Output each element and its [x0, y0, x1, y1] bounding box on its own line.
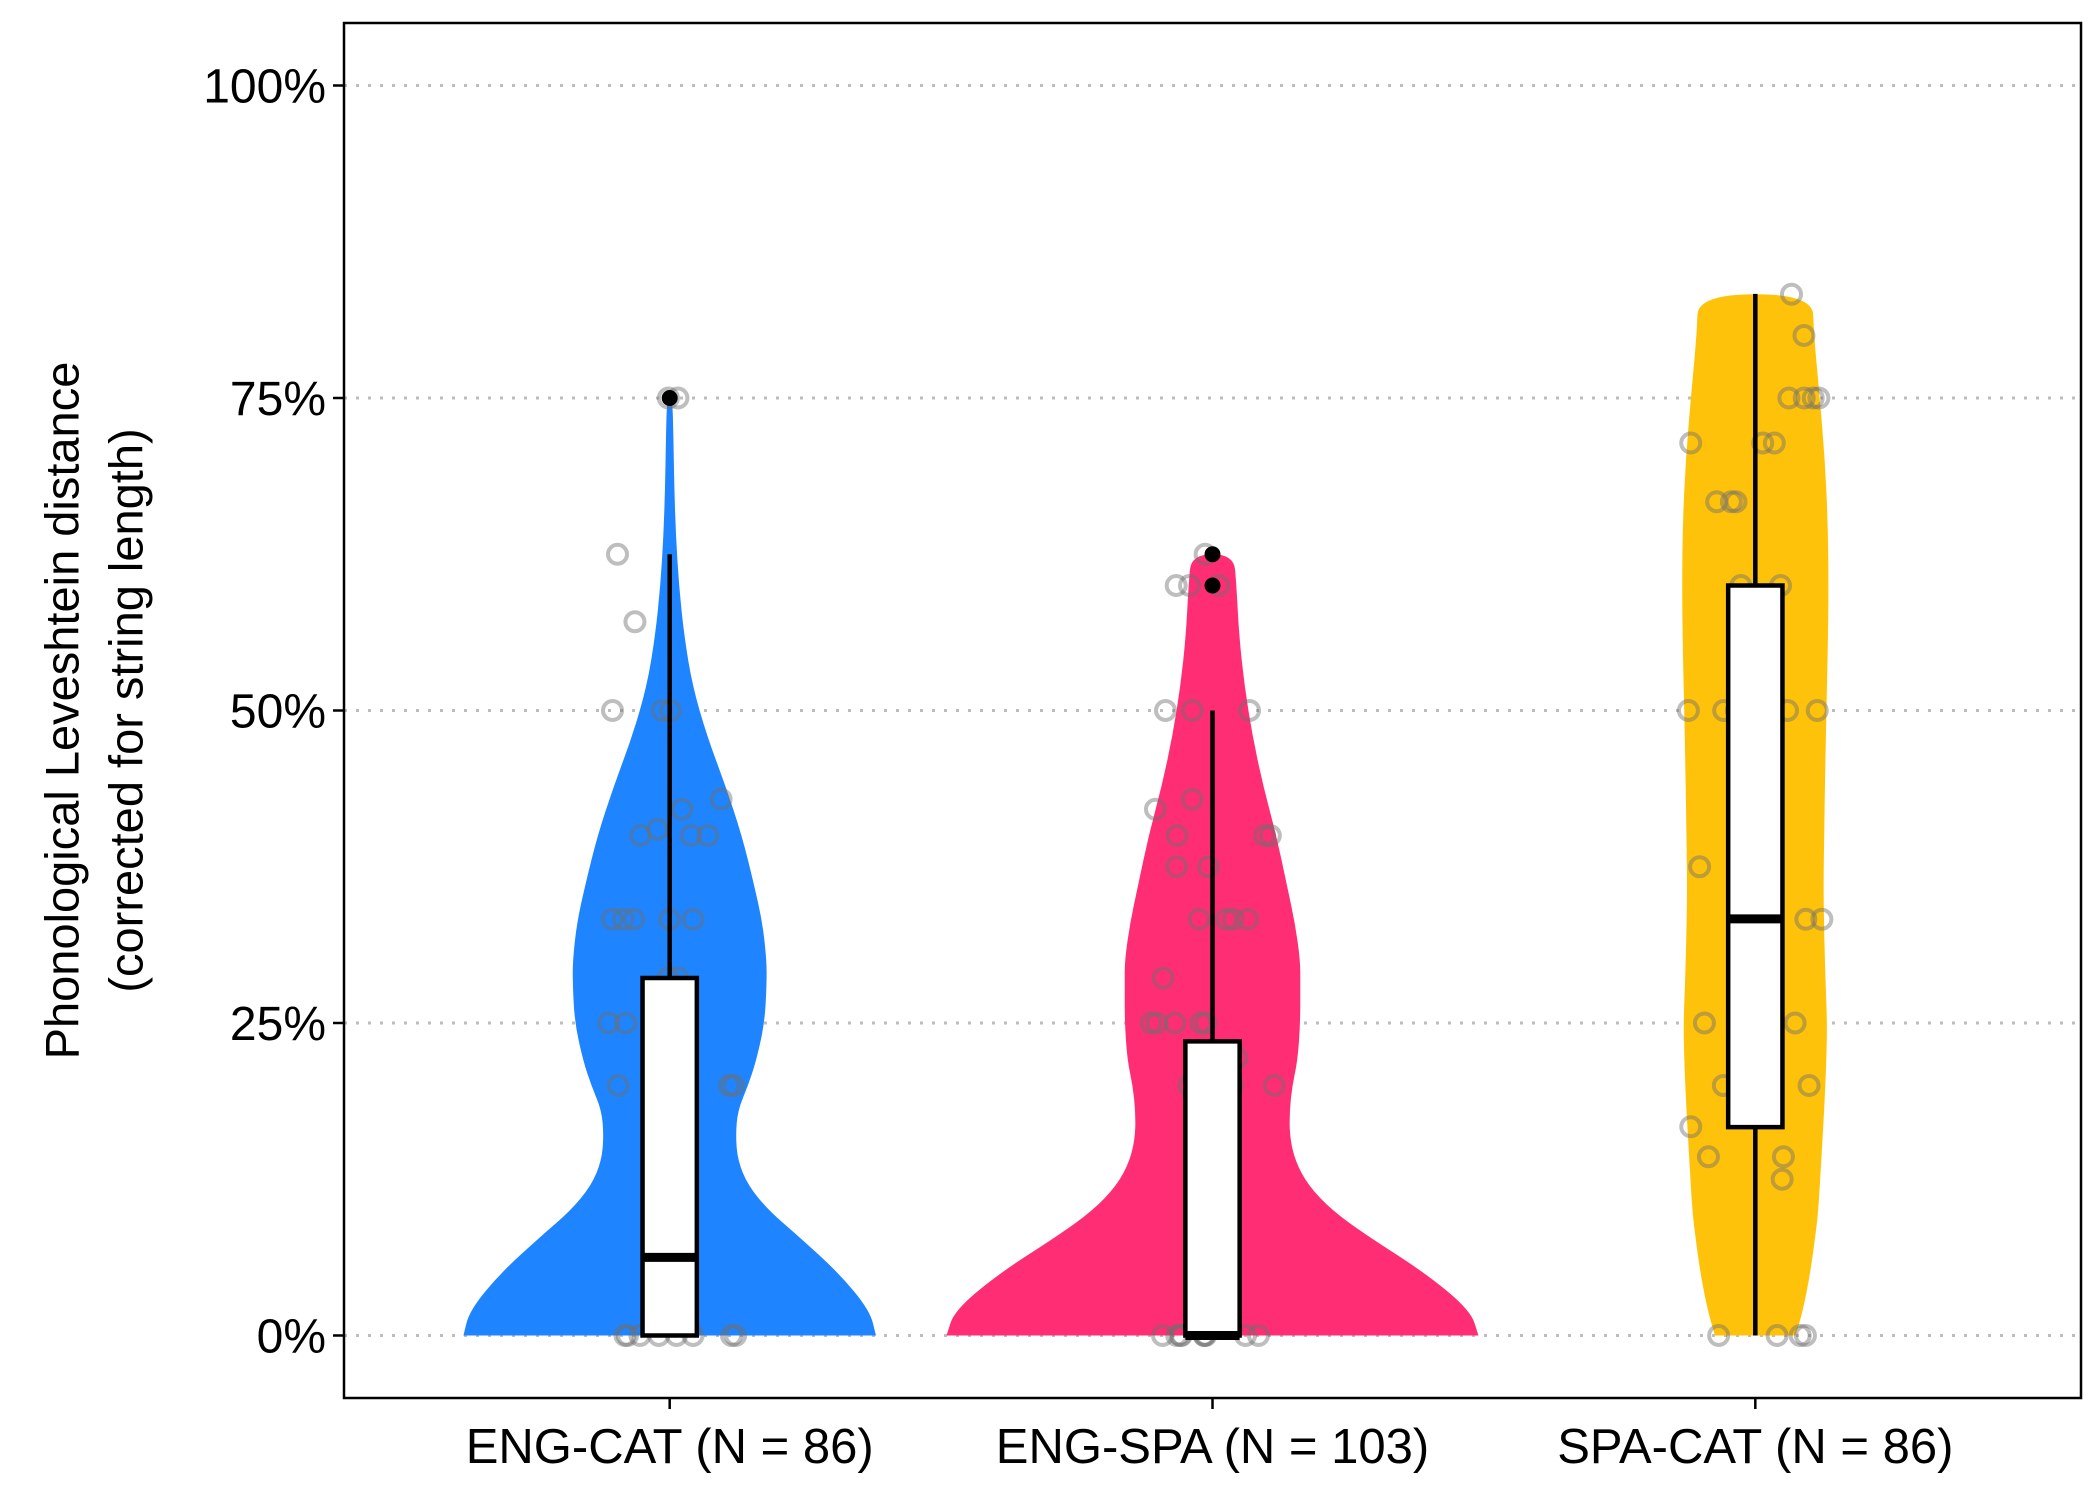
data-point — [1143, 797, 1167, 821]
data-point — [1807, 386, 1831, 410]
data-point — [1779, 282, 1803, 306]
data-point — [709, 787, 733, 811]
data-point — [613, 1324, 637, 1347]
data-point — [1236, 907, 1260, 931]
data-point — [1163, 1011, 1187, 1035]
data-point — [670, 797, 694, 821]
data-point — [1810, 907, 1834, 931]
data-point — [1707, 1324, 1731, 1347]
data-point — [1676, 699, 1700, 722]
data-point — [1164, 574, 1188, 597]
data-point — [611, 907, 635, 931]
box — [1183, 1039, 1242, 1338]
data-point — [1805, 699, 1829, 722]
data-point — [1792, 324, 1816, 347]
jitter-points — [597, 282, 1834, 1347]
data-point — [681, 907, 705, 931]
data-point — [1788, 1324, 1812, 1347]
data-point — [1151, 966, 1175, 990]
data-point — [1189, 1011, 1213, 1035]
data-point — [1246, 1324, 1270, 1347]
data-point — [720, 1324, 744, 1347]
y-axis-title: Phonological Leveshtein distance (correct… — [35, 362, 152, 1060]
data-point — [1139, 1011, 1163, 1035]
data-point — [1262, 1074, 1286, 1097]
data-point — [606, 542, 630, 566]
data-point — [1724, 490, 1748, 514]
data-point — [1151, 1324, 1175, 1347]
data-point — [721, 1074, 745, 1097]
data-point — [1194, 1011, 1218, 1035]
data-point — [1679, 431, 1703, 455]
data-point — [628, 824, 652, 847]
boxplots — [640, 293, 1785, 1340]
data-point — [616, 1324, 640, 1347]
outlier-point — [1204, 577, 1221, 594]
data-point — [614, 1011, 638, 1035]
data-point — [1197, 855, 1221, 879]
data-point — [1777, 386, 1801, 410]
data-point — [1792, 386, 1816, 410]
x-axis: ENG-CAT (N = 86) ENG-SPA (N = 103) SPA-CAT… — [466, 1398, 1953, 1474]
data-point — [1187, 907, 1211, 931]
data-point — [1177, 574, 1201, 597]
data-point — [1696, 1145, 1720, 1169]
data-point — [1793, 1324, 1817, 1347]
data-point — [606, 1074, 630, 1097]
data-point — [656, 386, 680, 410]
data-point — [597, 1011, 621, 1035]
data-point — [1165, 824, 1189, 847]
data-point — [679, 824, 703, 847]
data-point — [1794, 907, 1818, 931]
data-point — [600, 699, 624, 722]
outlier-point — [661, 390, 678, 406]
data-point — [1153, 699, 1177, 722]
x-tick-label: ENG-CAT (N = 86) — [466, 1420, 874, 1474]
x-tick-label: SPA-CAT (N = 86) — [1557, 1420, 1953, 1474]
x-tick-label: ENG-SPA (N = 103) — [996, 1420, 1429, 1474]
data-point — [1258, 824, 1282, 847]
y-tick-label: 25% — [230, 998, 326, 1051]
data-point — [1145, 1011, 1169, 1035]
data-point — [1253, 824, 1277, 847]
y-tick-label: 75% — [230, 373, 326, 426]
y-axis: 0% 25% 50% 75% 100% — [203, 61, 344, 1364]
data-point — [724, 1324, 748, 1347]
y-axis-title-line: Phonological Leveshtein distance — [35, 362, 88, 1060]
data-point — [646, 817, 670, 841]
data-point — [717, 1074, 741, 1097]
y-axis-title-line: (corrected for string length) — [99, 428, 152, 992]
data-point — [1797, 1074, 1821, 1097]
box — [1725, 583, 1785, 1130]
data-point — [1765, 1324, 1789, 1347]
data-point — [1238, 699, 1262, 722]
data-point — [696, 824, 720, 847]
data-point — [1801, 386, 1825, 410]
data-point — [1165, 855, 1189, 879]
data-point — [1705, 490, 1729, 514]
data-point — [1762, 431, 1786, 455]
y-tick-label: 0% — [257, 1311, 326, 1364]
outlier-point — [1204, 546, 1221, 563]
data-point — [1679, 1115, 1703, 1139]
data-point — [623, 610, 647, 634]
data-point — [1692, 1011, 1716, 1035]
y-tick-label: 100% — [203, 61, 326, 114]
data-point — [600, 907, 624, 931]
data-point — [1770, 1167, 1794, 1191]
data-point — [1688, 855, 1712, 879]
data-point — [1719, 490, 1743, 514]
data-point — [1180, 699, 1204, 722]
data-point — [622, 907, 646, 931]
data-point — [1180, 787, 1204, 811]
box — [640, 975, 700, 1338]
data-point — [1214, 907, 1238, 931]
data-point — [1771, 1145, 1795, 1169]
data-point — [1221, 907, 1245, 931]
y-tick-label: 50% — [230, 686, 326, 739]
data-point — [1783, 1011, 1807, 1035]
